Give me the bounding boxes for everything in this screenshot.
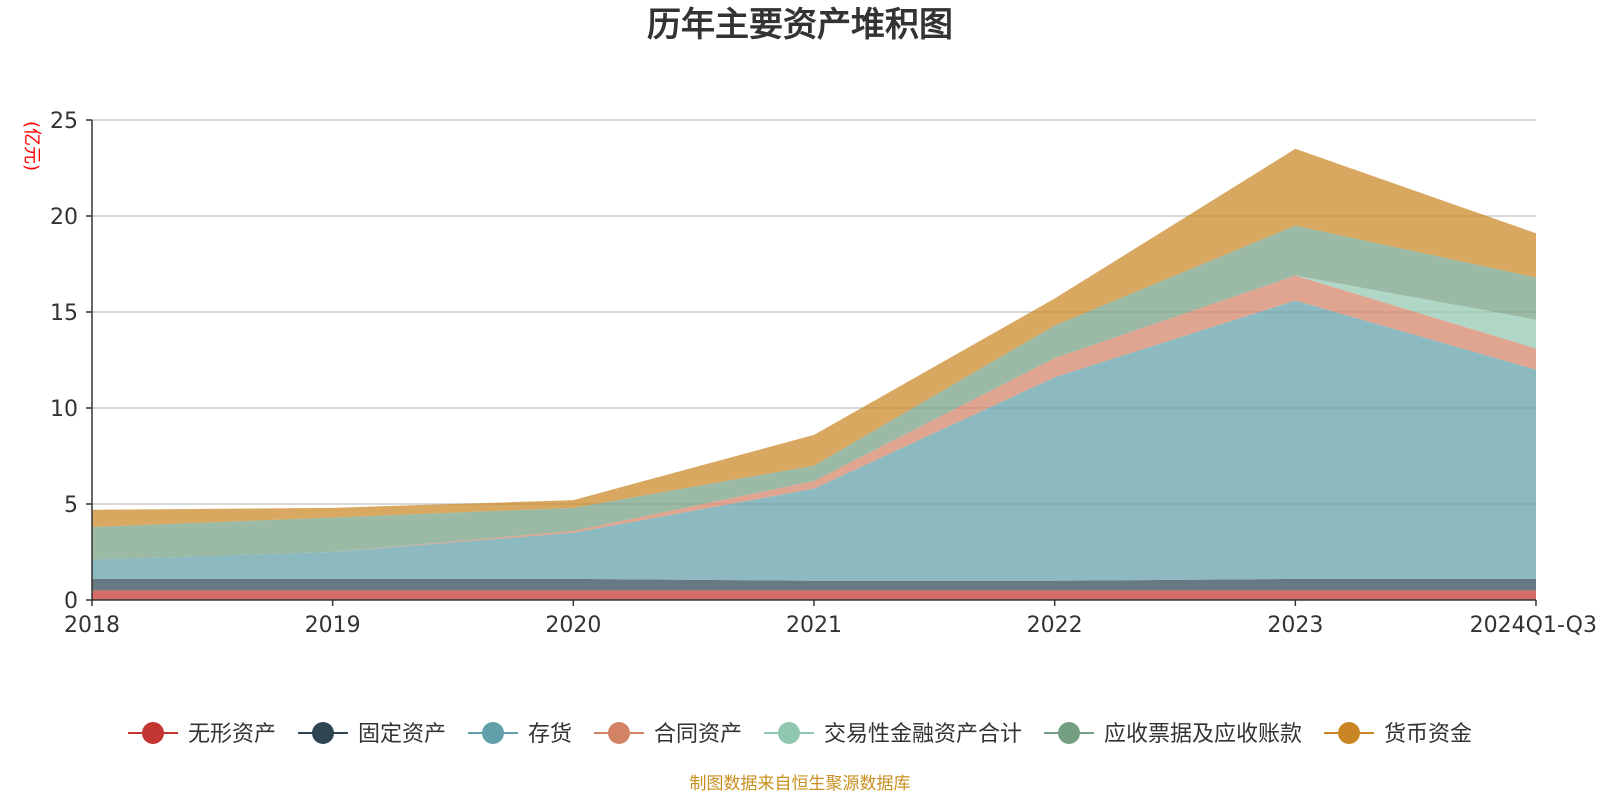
x-tick-label: 2022 [1027, 613, 1083, 638]
area-series-4 [92, 275, 1536, 560]
legend-circle-icon [141, 722, 164, 744]
legend-label: 应收票据及应收账款 [1104, 722, 1302, 747]
y-tick-labels: 0 5 10 15 20 25 [50, 109, 78, 614]
axes [86, 119, 1537, 606]
x-tick-label: 2024Q1-Q3 [1470, 613, 1597, 638]
legend-item-2[interactable]: 存货 [467, 722, 572, 747]
area-series-1 [92, 578, 1536, 591]
data-source-note: 制图数据来自恒生聚源数据库 [690, 774, 911, 794]
x-tick-label: 2019 [305, 613, 361, 638]
legend-label: 无形资产 [188, 722, 276, 747]
x-tick-labels: 2018 2019 2020 2021 2022 2023 2024Q1-Q3 [64, 613, 1597, 638]
y-tick-label: 15 [50, 301, 78, 326]
legend-item-0[interactable]: 无形资产 [127, 722, 276, 747]
y-tick-label: 25 [50, 109, 78, 134]
legend-label: 固定资产 [358, 722, 446, 747]
area-series-0 [92, 590, 1536, 600]
legend-circle-icon [1058, 722, 1081, 744]
y-tick-label: 5 [64, 493, 78, 518]
area-series-group [92, 148, 1536, 600]
y-tick-label: 20 [50, 205, 78, 230]
legend-circle-icon [777, 722, 800, 744]
legend-label: 货币资金 [1384, 722, 1472, 747]
legend-label: 合同资产 [654, 722, 742, 747]
chart-title: 历年主要资产堆积图 [647, 5, 953, 45]
legend-label: 交易性金融资产合计 [824, 722, 1022, 747]
y-axis-unit: (亿元) [21, 121, 42, 171]
legend-item-3[interactable]: 合同资产 [593, 722, 742, 747]
legend-circle-icon [607, 722, 630, 744]
x-tick-label: 2020 [545, 613, 601, 638]
legend-item-6[interactable]: 货币资金 [1324, 722, 1472, 747]
x-tick-label: 2021 [786, 613, 842, 638]
legend-circle-icon [1338, 722, 1361, 744]
legend: 无形资产 固定资产 存货 合同资产 交易性金融资产合计 应收票据及应收账款 货币资金 [127, 722, 1472, 747]
legend-circle-icon [311, 722, 334, 744]
legend-item-1[interactable]: 固定资产 [297, 722, 446, 747]
area-series-5 [92, 225, 1536, 560]
x-tick-label: 2018 [64, 613, 120, 638]
y-tick-label: 10 [50, 397, 78, 422]
area-series-6 [92, 148, 1536, 528]
legend-circle-icon [481, 722, 504, 744]
y-tick-label: 0 [64, 589, 78, 614]
legend-item-4[interactable]: 交易性金融资产合计 [763, 722, 1022, 747]
legend-item-5[interactable]: 应收票据及应收账款 [1044, 722, 1302, 747]
area-series-2 [92, 300, 1536, 581]
x-tick-label: 2023 [1267, 613, 1323, 638]
legend-label: 存货 [528, 722, 572, 747]
